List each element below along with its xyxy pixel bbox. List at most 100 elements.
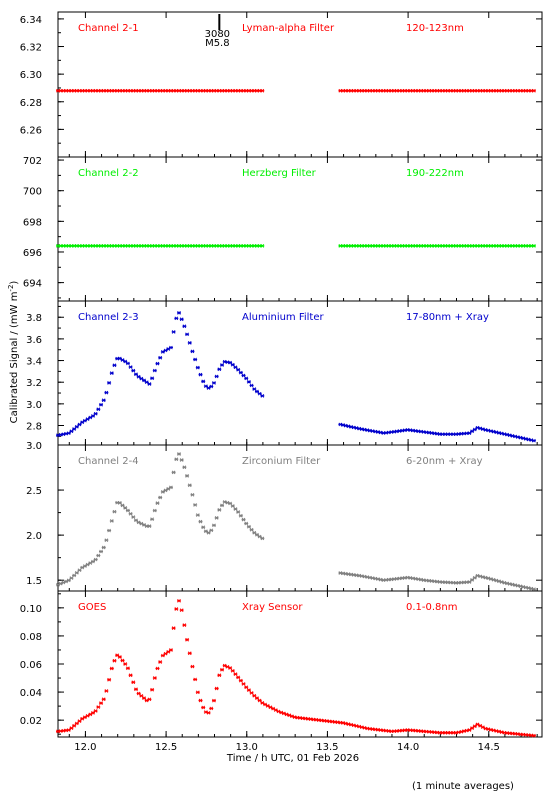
data-point [195,690,200,695]
data-point [241,517,246,522]
data-point [155,666,160,671]
data-point [531,733,536,738]
data-point [249,527,254,532]
y-tick-label: 702 [23,156,42,167]
data-point [214,374,219,379]
data-point [128,365,133,369]
data-point [136,691,141,696]
data-point [203,384,208,389]
data-point [107,380,112,385]
data-point [252,387,257,391]
data-point [160,653,165,658]
data-point [166,649,171,654]
data-point [190,349,195,354]
data-point [195,513,200,517]
data-point [155,361,160,366]
data-point [254,532,259,537]
data-point [69,576,74,580]
panel-band-label: 190-222nm [406,168,464,179]
x-tick-label: 13.5 [316,742,338,753]
data-point [168,648,173,652]
data-point [531,88,536,93]
data-point [185,637,190,642]
data-point [209,528,214,533]
data-point [185,474,190,478]
data-point [66,728,71,732]
data-point [246,379,251,384]
flare-class-label: M5.8 [205,38,230,49]
data-point [260,243,265,248]
data-point [112,363,117,368]
y-tick-label: 0.08 [20,632,42,643]
y-tick-label: 6.34 [20,15,42,26]
data-point [201,525,206,530]
x-tick-label: 14.5 [478,742,500,753]
data-point [467,431,472,435]
data-point [187,341,192,345]
data-point [99,402,104,407]
data-point [99,549,104,554]
data-series [56,452,536,592]
data-point [101,398,106,403]
data-point [123,662,128,666]
data-point [198,519,203,524]
data-point [249,383,254,388]
data-point [150,376,155,381]
data-point [193,503,198,507]
panel-band-label: 17-80nm + Xray [406,312,489,323]
data-point [66,578,71,583]
data-point [236,510,241,514]
data-point [244,521,249,526]
data-point [117,501,122,505]
data-point [147,382,152,386]
data-point [193,677,198,682]
data-point [244,685,249,690]
data-point [246,524,251,529]
data-point [193,357,198,362]
data-point [101,697,106,702]
panel-filter-label: Xray Sensor [242,602,303,613]
data-series [56,88,536,93]
data-point [150,517,155,522]
panel-filter-label: Herzberg Filter [242,168,317,179]
data-point [147,697,152,702]
panel-filter-label: Lyman-alpha Filter [242,23,335,34]
data-point [531,438,536,443]
averaging-footnote: (1 minute averages) [412,781,514,792]
y-tick-label: 700 [23,187,42,198]
data-point [74,570,79,575]
data-point [257,534,262,539]
data-point [211,698,216,703]
data-point [187,483,192,488]
data-point [201,379,206,384]
y-tick-label: 3.0 [26,441,42,452]
data-series [56,598,536,738]
y-tick-label: 694 [23,279,42,290]
data-point [179,608,184,613]
data-point [171,626,176,630]
panel-band-label: 120-123nm [406,23,464,34]
data-point [531,587,536,592]
data-point [93,557,98,562]
data-point [93,411,98,416]
data-point [467,728,472,732]
data-point [195,365,200,370]
data-point [260,536,265,541]
data-point [120,658,125,663]
data-point [133,687,138,692]
x-tick-label: 13.0 [236,742,258,753]
panel-channel-label: Channel 2-3 [78,312,139,323]
data-point [252,693,257,698]
data-point [101,545,106,550]
data-point [158,660,163,664]
y-tick-label: 3.8 [26,313,42,324]
data-point [131,515,136,519]
y-tick-label: 0.06 [20,660,42,671]
data-point [182,324,187,329]
panel-4: 1.5 2.0 2.5 3.0 Channel 2-4 Zirconium Filter 6… [26,441,543,592]
data-point [472,724,477,729]
data-point [158,355,163,360]
data-point [131,368,136,373]
data-point [147,524,152,528]
data-point [236,367,241,372]
